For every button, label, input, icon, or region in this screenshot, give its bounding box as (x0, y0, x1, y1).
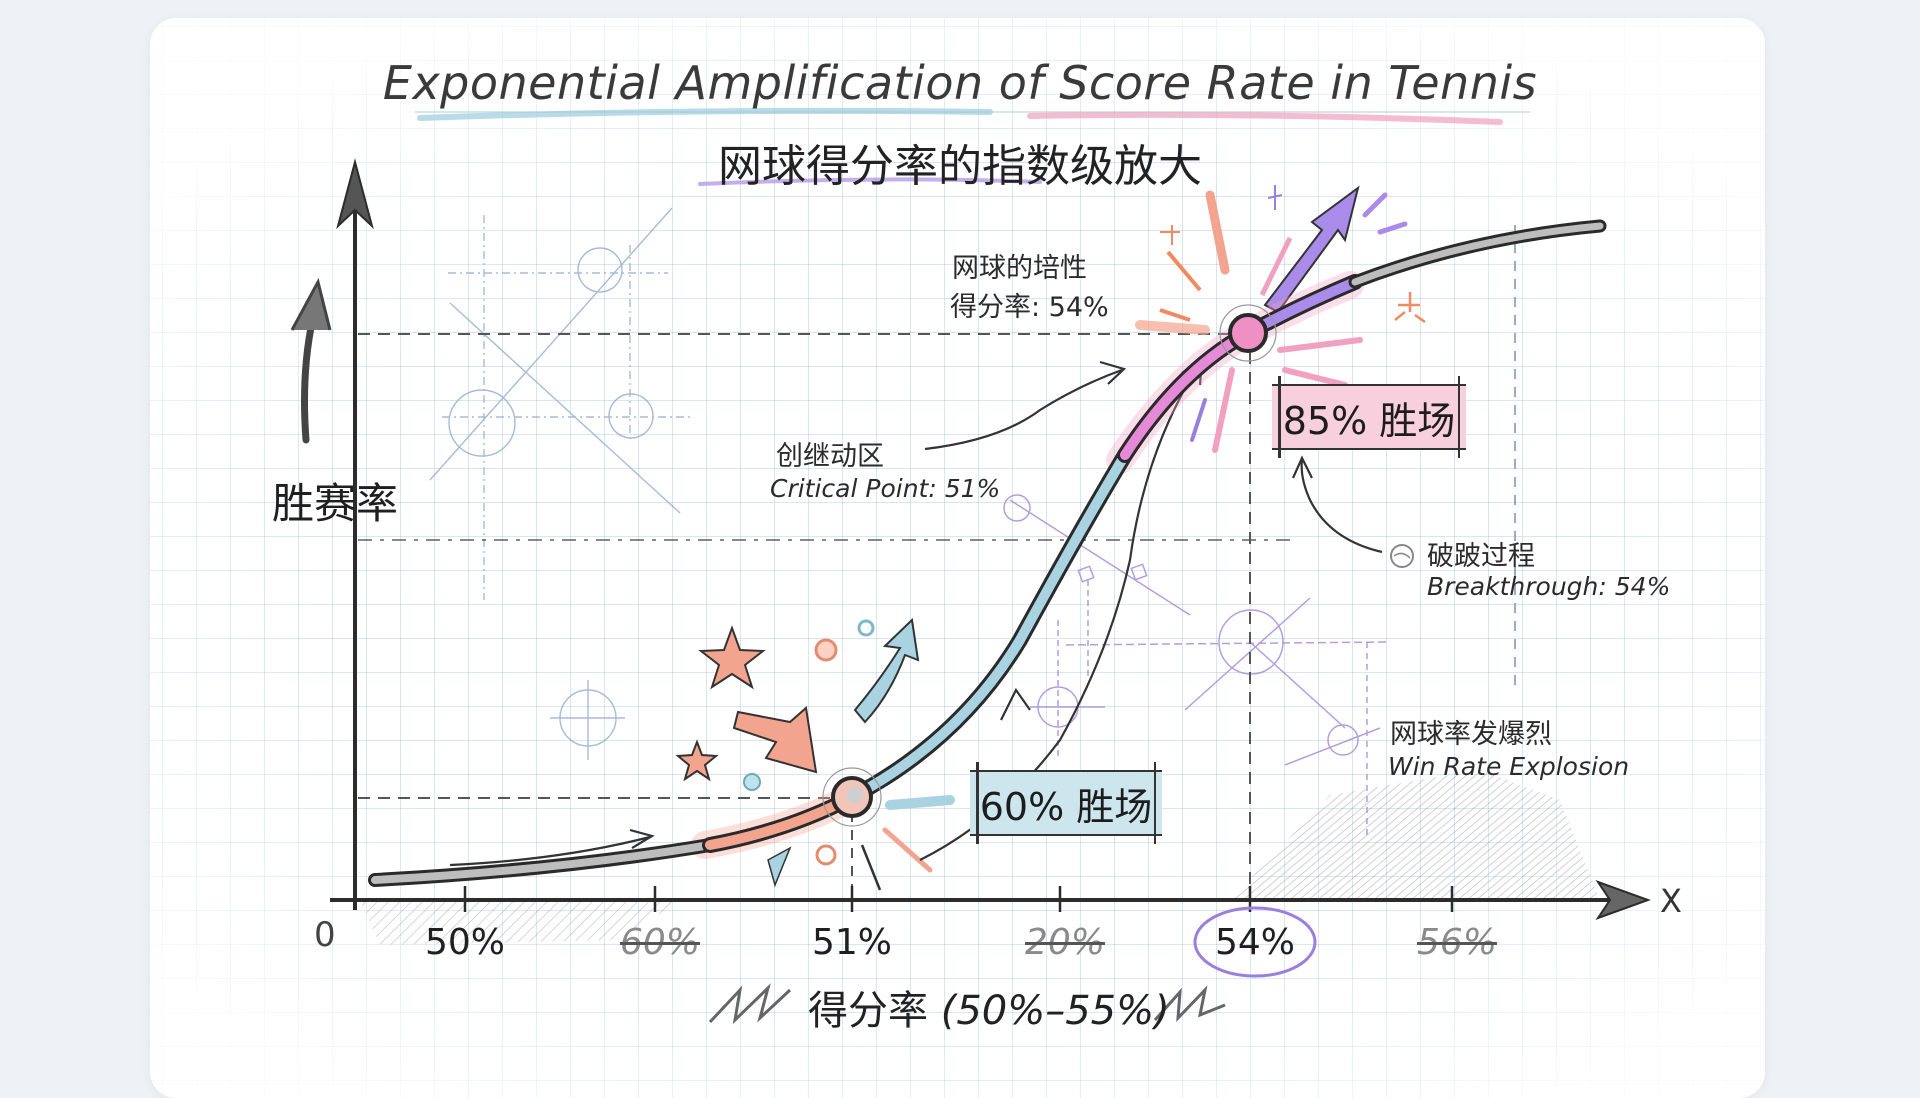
x-tick-56-struck: 56% (1416, 922, 1498, 963)
breakthrough-annotation-en: Breakthrough: 54% (1427, 572, 1671, 601)
win-rate-box-60: 60% 胜场 (970, 762, 1162, 844)
x-axis (330, 880, 1651, 920)
x-tick-60-struck: 60% (619, 922, 701, 963)
y-axis-label: 胜赛率 (272, 478, 398, 530)
key-point-51 (822, 767, 882, 827)
title-underlines (415, 107, 1530, 186)
x-tick-50: 50% (424, 922, 506, 963)
key-point-54 (1219, 304, 1277, 362)
breakthrough-marker-icon (1390, 544, 1414, 568)
burst-decoration-51 (675, 617, 955, 891)
peak-annotation-cn-2: 得分率: 54% (950, 292, 1109, 323)
chart-title: Exponential Amplification of Score Rate … (382, 56, 1538, 110)
critical-annotation-cn: 创继动区 (776, 441, 884, 472)
reference-lines (358, 225, 1516, 900)
highlight-circle-54 (1193, 906, 1317, 978)
explosion-annotation-en: Win Rate Explosion (1388, 752, 1630, 781)
x-label-scribbles (708, 983, 1226, 1025)
construction-sketches (429, 207, 690, 760)
peak-annotation-cn-1: 网球的培性 (952, 253, 1087, 284)
explosion-annotation-cn: 网球率发爆烈 (1390, 719, 1552, 750)
x-tick-51: 51% (811, 922, 893, 963)
win-rate-box-85: 85% 胜场 (1272, 376, 1466, 458)
x-tick-20-struck: 20% (1024, 922, 1106, 963)
breakthrough-annotation-cn: 破跛过程 (1427, 541, 1535, 572)
x-axis-letter: X (1660, 882, 1682, 920)
y-axis (290, 158, 374, 910)
x-tick-54: 54% (1214, 922, 1296, 963)
origin-label: 0 (314, 915, 336, 955)
hatched-shading (360, 770, 1600, 945)
x-axis-label: 得分率 (50%–55%) (808, 988, 1170, 1034)
burst-decoration-54 (1135, 185, 1426, 453)
chart-subtitle: 网球得分率的指数级放大 (718, 141, 1202, 192)
critical-annotation-en: Critical Point: 51% (770, 474, 1001, 503)
